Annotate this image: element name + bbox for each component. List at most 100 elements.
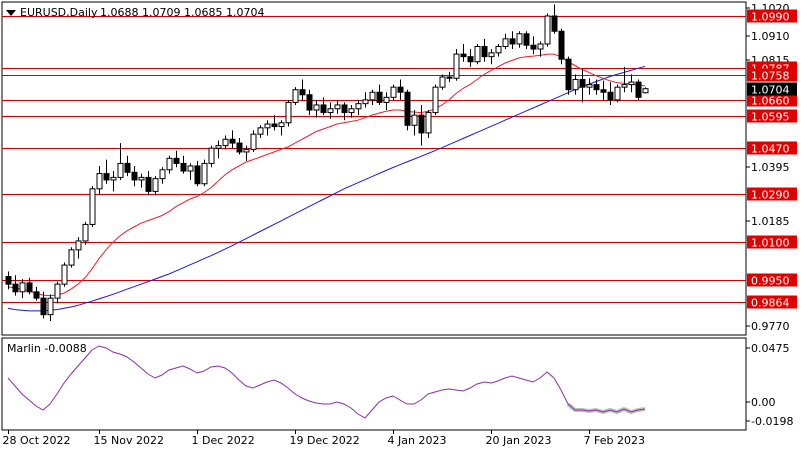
collapse-triangle-icon[interactable] [6,10,16,16]
candle [257,125,264,138]
candle [222,135,229,150]
svg-text:1.0470: 1.0470 [751,143,790,156]
candle [75,237,82,259]
candle [110,171,117,192]
price-tick-label: 1.0910 [751,30,790,43]
level-label: 1.0758 [747,68,797,83]
svg-text:0.9864: 0.9864 [751,297,790,310]
candle [173,150,180,168]
candle [509,31,516,50]
svg-text:1.0704: 1.0704 [751,84,790,97]
marlin-line [7,345,569,419]
candle [250,130,257,152]
level-label: 1.0595 [747,109,797,124]
time-tick-label: 15 Nov 2022 [94,434,164,447]
candle [593,79,600,95]
indicator-axis: 0.0475 0.00 -0.0198 [746,342,793,428]
time-tick-label: 4 Jan 2023 [388,434,447,447]
horizontal-levels [2,16,746,303]
candle [530,36,537,55]
candle [586,78,593,95]
candle [537,41,544,57]
candle [299,79,306,100]
candle [208,145,215,168]
time-tick-label: 1 Dec 2022 [192,434,255,447]
level-label: 1.0290 [747,187,797,202]
current-price-label: 1.0704 [747,82,797,97]
candle [96,165,103,194]
candle [551,4,558,34]
level-label: 0.9864 [747,295,797,310]
level-label: 1.0100 [747,235,797,250]
candle [103,159,110,184]
time-tick-label: 28 Oct 2022 [3,434,71,447]
candle [516,31,523,48]
candle [579,69,586,103]
candle [383,92,390,111]
marlin-line-recent [567,403,646,413]
candle [467,49,474,67]
candle [523,31,530,50]
level-label: 0.9950 [747,273,797,288]
symbol-timeframe: EURUSD,Daily [20,6,98,19]
candle [628,74,635,93]
candle [607,82,614,105]
chart-header: EURUSD,Daily 1.0688 1.0709 1.0685 1.0704 [6,6,264,19]
candle [187,163,194,180]
svg-text:1.0660: 1.0660 [751,95,790,108]
candle [453,49,460,81]
candle [390,84,397,100]
indicator-name: Marlin -0.0088 [7,342,87,355]
candle [418,104,425,146]
price-tick-label: 1.0395 [751,161,790,174]
candle [341,102,348,121]
candle [411,110,418,136]
candle [355,99,362,116]
svg-text:1.0595: 1.0595 [751,111,790,124]
candle [544,13,551,47]
candle [159,167,166,184]
indicator-level-bottom: -0.0198 [751,415,793,428]
candle [320,97,327,116]
indicator-level-top: 0.0475 [751,342,790,355]
ma-slow-line [7,65,646,312]
candle [488,49,495,65]
candle [124,155,131,177]
candle [54,281,61,304]
candle [572,74,579,95]
price-tick-label: 0.9770 [751,320,790,333]
candle [180,155,187,174]
candle [19,279,26,299]
level-label: 1.0470 [747,141,797,156]
moving-averages [7,53,646,312]
time-axis: 28 Oct 2022 15 Nov 2022 1 Dec 2022 19 Dec 2… [3,430,645,447]
candle [425,110,432,138]
candle [138,173,145,188]
candle [215,140,222,159]
candle [558,28,565,65]
candle [131,165,138,187]
candle [89,186,96,227]
candle [278,120,285,136]
svg-text:1.0100: 1.0100 [751,237,790,250]
svg-text:1.0758: 1.0758 [751,70,790,83]
candle [40,291,47,319]
candle [481,38,488,62]
candle [600,80,607,100]
candle [285,99,292,127]
time-tick-label: 20 Jan 2023 [486,434,552,447]
time-tick-label: 7 Feb 2023 [584,434,645,447]
candle [446,71,453,83]
candle [460,43,467,62]
level-labels: 1.09901.07871.07581.06601.05951.04701.02… [747,9,797,310]
candle [47,294,54,322]
candle [26,277,33,295]
candle [292,87,299,105]
candle [166,155,173,174]
candle [236,137,243,155]
candle [439,74,446,90]
indicator-level-zero: 0.00 [751,396,776,409]
candle [243,145,250,161]
